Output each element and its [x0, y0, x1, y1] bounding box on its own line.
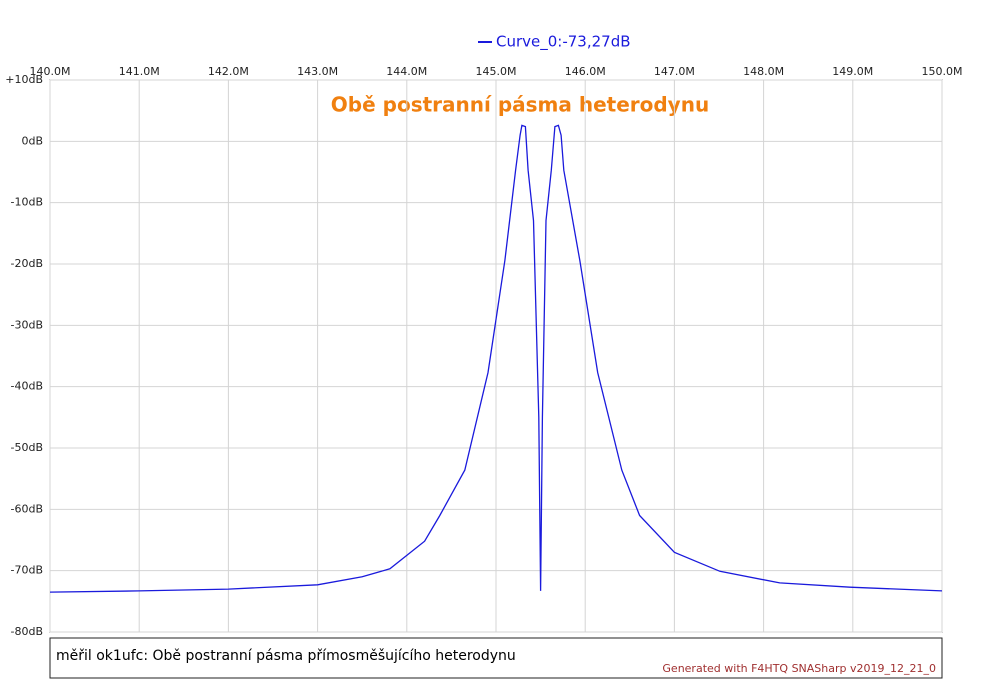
x-tick-label: 142.0M [208, 65, 249, 78]
caption: měřil ok1ufc: Obě postranní pásma přímos… [56, 648, 516, 664]
y-tick-label: -60dB [11, 502, 44, 515]
y-tick-label: -20dB [11, 257, 44, 270]
x-tick-label: 141.0M [119, 65, 160, 78]
data-line [49, 124, 943, 593]
y-tick-label: -10dB [11, 196, 44, 209]
y-tick-label: -40dB [11, 380, 44, 393]
x-tick-label: 149.0M [832, 65, 873, 78]
x-tick-label: 150.0M [922, 65, 963, 78]
x-tick-label: 147.0M [654, 65, 695, 78]
caption-box [49, 637, 943, 679]
y-tick-label: -80dB [11, 625, 44, 638]
y-tick-label: +10dB [5, 73, 43, 86]
credit: Generated with F4HTQ SNASharp v2019_12_2… [662, 662, 936, 675]
chart-title: Obě postranní pásma heterodynu [331, 93, 709, 117]
x-tick-label: 140.0M [30, 65, 71, 78]
x-tick-label: 148.0M [743, 65, 784, 78]
y-tick-label: -30dB [11, 318, 44, 331]
y-tick-label: 0dB [21, 134, 43, 147]
x-tick-label: 146.0M [565, 65, 606, 78]
y-tick-label: -70dB [11, 564, 44, 577]
y-tick-label: -50dB [11, 441, 44, 454]
x-tick-label: 144.0M [386, 65, 427, 78]
x-tick-label: 143.0M [297, 65, 338, 78]
legend-entry: Curve_0:-73,27dB [496, 33, 631, 52]
x-tick-label: 145.0M [476, 65, 517, 78]
